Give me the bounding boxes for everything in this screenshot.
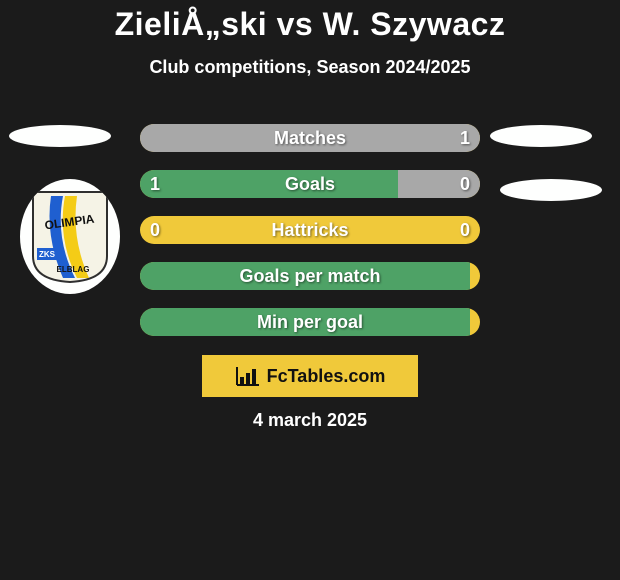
comparison-widget: ZieliÅ„ski vs W. Szywacz Club competitio… bbox=[0, 0, 620, 580]
subtitle: Club competitions, Season 2024/2025 bbox=[0, 57, 620, 78]
stat-bar: Min per goal bbox=[140, 308, 480, 336]
team-crest-icon: OLIMPIA ZKS ELBLAG bbox=[31, 190, 109, 284]
stat-bar-left-fill bbox=[140, 308, 470, 336]
comparison-bars: Matches1 Goals10 Hattricks0 0 Goals per matc… bbox=[140, 124, 480, 354]
brand-box[interactable]: FcTables.com bbox=[202, 355, 418, 397]
stat-bar: Hattricks0 0 bbox=[140, 216, 480, 244]
player2-marker-2 bbox=[500, 179, 602, 201]
crest-text-zks: ZKS bbox=[39, 250, 56, 259]
page-title: ZieliÅ„ski vs W. Szywacz bbox=[0, 0, 620, 43]
stat-bar-label: Hattricks bbox=[140, 216, 480, 244]
player1-marker bbox=[9, 125, 111, 147]
player1-avatar: OLIMPIA ZKS ELBLAG bbox=[20, 179, 120, 294]
stat-bar: Matches1 bbox=[140, 124, 480, 152]
bar-chart-icon bbox=[235, 365, 261, 387]
crest-text-city: ELBLAG bbox=[57, 265, 90, 274]
stat-bar-right-value: 0 bbox=[460, 216, 470, 244]
stat-bar: Goals10 bbox=[140, 170, 480, 198]
stat-bar: Goals per match bbox=[140, 262, 480, 290]
date-label: 4 march 2025 bbox=[0, 410, 620, 431]
stat-bar-left-fill bbox=[140, 262, 470, 290]
stat-bar-left-fill bbox=[140, 170, 398, 198]
stat-bar-right-fill bbox=[398, 170, 480, 198]
player2-marker bbox=[490, 125, 592, 147]
stat-bar-right-fill bbox=[140, 124, 480, 152]
brand-text: FcTables.com bbox=[267, 366, 386, 387]
stat-bar-left-value: 0 bbox=[150, 216, 160, 244]
